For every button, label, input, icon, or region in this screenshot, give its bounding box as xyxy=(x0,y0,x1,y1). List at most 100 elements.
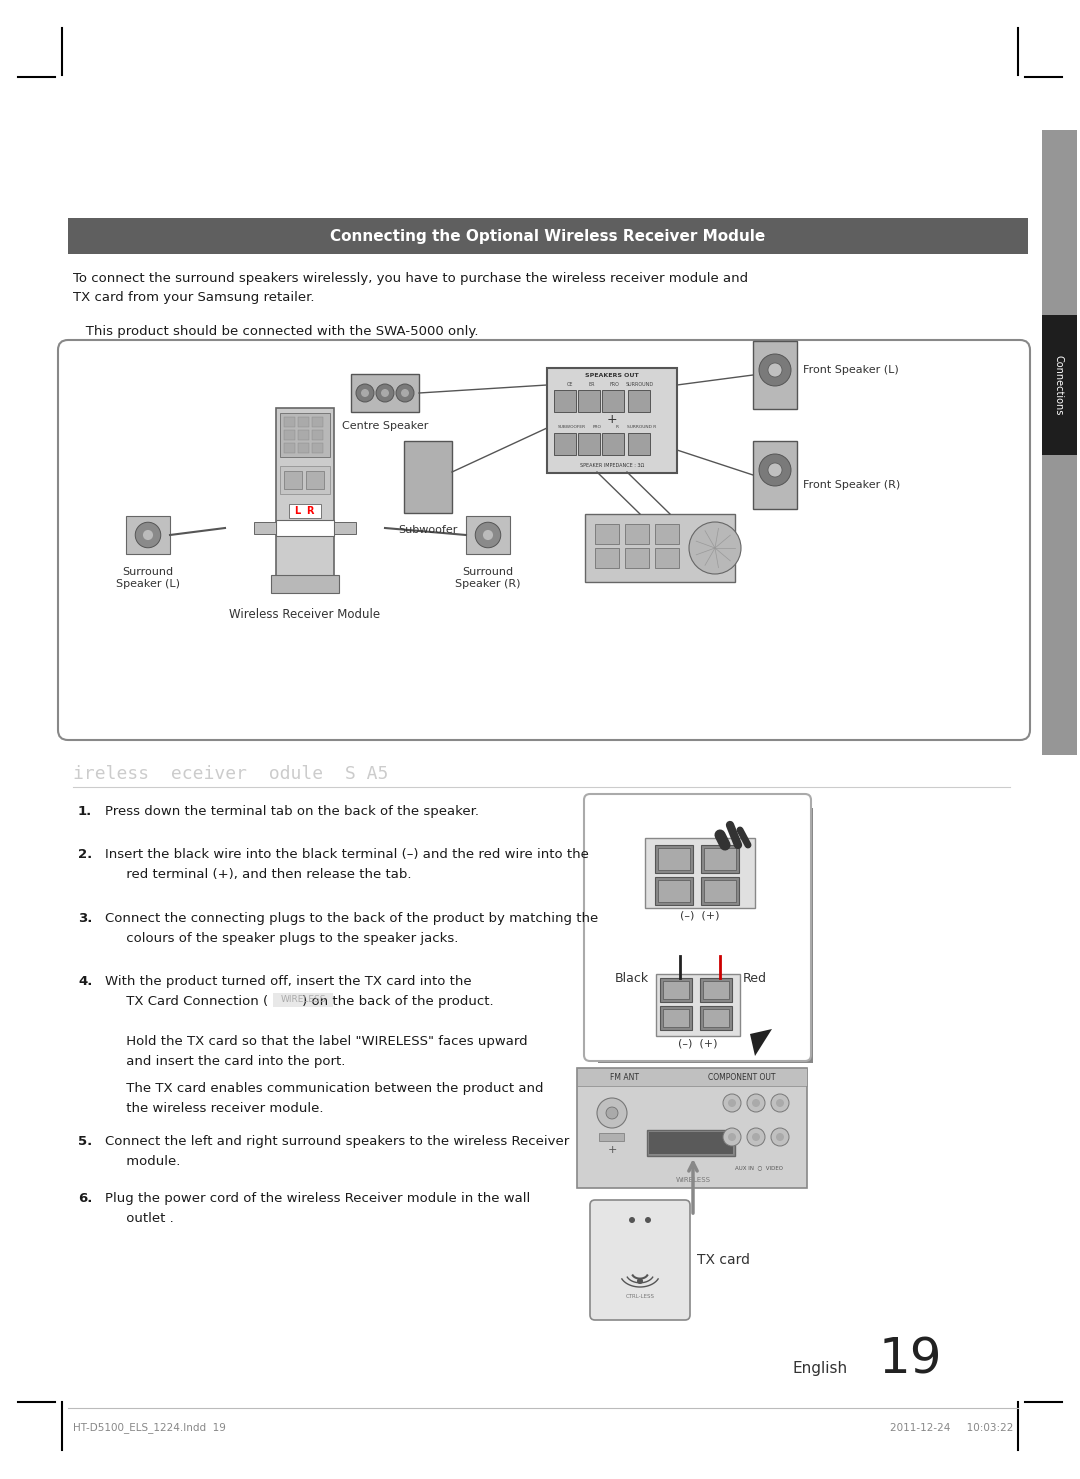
Text: Wireless Receiver Module: Wireless Receiver Module xyxy=(229,608,380,621)
Bar xyxy=(656,975,740,1035)
Circle shape xyxy=(376,385,394,402)
Text: COMPONENT OUT: COMPONENT OUT xyxy=(708,1072,775,1081)
Text: The TX card enables communication between the product and: The TX card enables communication betwee… xyxy=(105,1083,543,1094)
Text: Press down the terminal tab on the back of the speaker.: Press down the terminal tab on the back … xyxy=(105,805,480,818)
Text: Connect the connecting plugs to the back of the product by matching the: Connect the connecting plugs to the back… xyxy=(105,913,598,924)
Text: FM ANT: FM ANT xyxy=(610,1072,639,1081)
Bar xyxy=(627,432,650,454)
Bar xyxy=(126,516,170,553)
Text: +: + xyxy=(607,1145,617,1155)
Circle shape xyxy=(396,385,414,402)
Text: Surround
Speaker (L): Surround Speaker (L) xyxy=(116,566,180,589)
Bar xyxy=(1042,130,1077,315)
Bar xyxy=(700,978,732,1001)
Text: +: + xyxy=(607,413,618,426)
Bar xyxy=(312,442,323,453)
Text: the wireless receiver module.: the wireless receiver module. xyxy=(105,1102,324,1115)
Bar xyxy=(312,429,323,439)
Bar xyxy=(577,1068,807,1086)
Circle shape xyxy=(401,389,409,396)
Bar xyxy=(276,519,334,535)
Bar xyxy=(585,515,735,583)
Text: Insert the black wire into the black terminal (–) and the red wire into the: Insert the black wire into the black ter… xyxy=(105,847,589,861)
Bar xyxy=(68,217,1028,254)
Text: R: R xyxy=(307,506,314,516)
Bar xyxy=(599,1133,624,1140)
Text: 3.: 3. xyxy=(78,913,93,924)
Bar xyxy=(660,978,692,1001)
Text: SURROUND: SURROUND xyxy=(626,382,654,387)
Text: 2.: 2. xyxy=(78,847,92,861)
Text: FRO: FRO xyxy=(593,426,602,429)
Bar xyxy=(701,845,739,873)
Bar xyxy=(602,389,624,411)
Circle shape xyxy=(759,353,791,386)
Bar xyxy=(753,441,797,509)
Circle shape xyxy=(777,1099,784,1106)
Bar xyxy=(595,549,619,568)
Circle shape xyxy=(356,385,374,402)
Text: With the product turned off, insert the TX card into the: With the product turned off, insert the … xyxy=(105,975,472,988)
Bar xyxy=(273,992,333,1007)
Circle shape xyxy=(728,1099,735,1106)
Text: ER: ER xyxy=(589,382,595,387)
Bar xyxy=(645,839,755,908)
Circle shape xyxy=(771,1128,789,1146)
Bar xyxy=(663,981,689,998)
Bar xyxy=(284,417,295,426)
Circle shape xyxy=(723,1128,741,1146)
Circle shape xyxy=(752,1099,760,1106)
Bar xyxy=(284,442,295,453)
Text: Front Speaker (L): Front Speaker (L) xyxy=(804,365,899,376)
Bar xyxy=(351,374,419,413)
Circle shape xyxy=(768,463,782,478)
Text: 2011-12-24     10:03:22: 2011-12-24 10:03:22 xyxy=(890,1423,1013,1433)
Text: SURROUND R: SURROUND R xyxy=(627,426,657,429)
Bar xyxy=(660,1006,692,1029)
Text: Front Speaker (R): Front Speaker (R) xyxy=(804,481,901,490)
Circle shape xyxy=(723,1094,741,1112)
Text: and insert the card into the port.: and insert the card into the port. xyxy=(105,1055,346,1068)
Text: English: English xyxy=(793,1361,848,1375)
Text: Plug the power cord of the wireless Receiver module in the wall: Plug the power cord of the wireless Rece… xyxy=(105,1192,530,1205)
Text: (–)  (+): (–) (+) xyxy=(678,1040,718,1049)
Text: Red: Red xyxy=(743,972,767,985)
Text: 5.: 5. xyxy=(78,1134,92,1148)
Bar xyxy=(298,417,309,426)
Circle shape xyxy=(747,1094,765,1112)
Text: HT-D5100_ELS_1224.Indd  19: HT-D5100_ELS_1224.Indd 19 xyxy=(73,1423,226,1433)
FancyBboxPatch shape xyxy=(590,1199,690,1319)
Circle shape xyxy=(771,1094,789,1112)
FancyBboxPatch shape xyxy=(584,794,811,1060)
Bar xyxy=(276,408,334,593)
Polygon shape xyxy=(750,1029,772,1056)
Bar xyxy=(598,808,813,1063)
Bar xyxy=(654,877,693,905)
Bar xyxy=(704,880,735,902)
Text: (–)  (+): (–) (+) xyxy=(680,911,719,921)
Bar xyxy=(284,429,295,439)
Circle shape xyxy=(381,389,389,396)
Bar xyxy=(663,1009,689,1026)
Bar xyxy=(658,880,690,902)
Text: L: L xyxy=(294,506,300,516)
Bar xyxy=(578,389,600,411)
Bar xyxy=(595,524,619,544)
Bar xyxy=(298,442,309,453)
Text: To connect the surround speakers wirelessly, you have to purchase the wireless r: To connect the surround speakers wireles… xyxy=(73,272,748,305)
Bar xyxy=(654,524,679,544)
Text: SPEAKER IMPEDANCE : 3Ω: SPEAKER IMPEDANCE : 3Ω xyxy=(580,463,644,467)
Circle shape xyxy=(135,522,161,547)
Bar xyxy=(627,389,650,411)
Bar xyxy=(404,441,453,513)
Text: 6.: 6. xyxy=(78,1192,93,1205)
Bar xyxy=(334,522,356,534)
Bar xyxy=(602,432,624,454)
Text: SPEAKERS OUT: SPEAKERS OUT xyxy=(585,373,638,379)
Text: outlet .: outlet . xyxy=(105,1211,174,1225)
Text: CTRL-LESS: CTRL-LESS xyxy=(625,1294,654,1300)
Bar xyxy=(625,524,649,544)
Text: Connecting the Optional Wireless Receiver Module: Connecting the Optional Wireless Receive… xyxy=(330,228,766,244)
Circle shape xyxy=(606,1106,618,1120)
Text: SUBWOOFER: SUBWOOFER xyxy=(558,426,586,429)
